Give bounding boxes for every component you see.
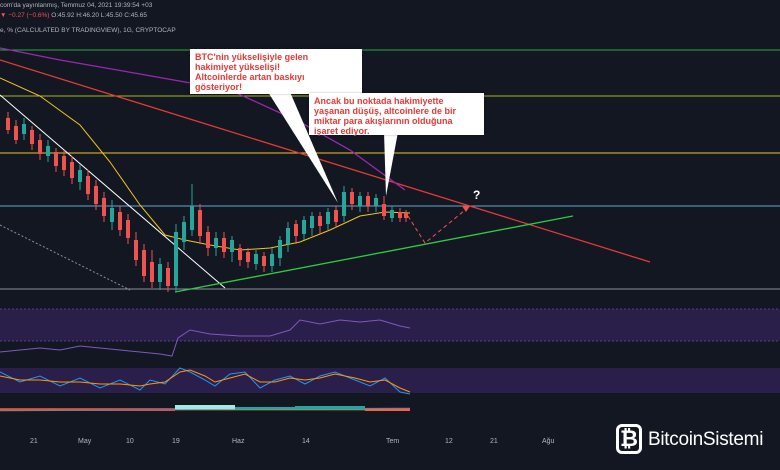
x-axis-label: 10 [126,438,134,445]
x-axis-label: May [78,438,92,445]
callout-line: Ancak bu noktada hakimiyette [314,96,444,106]
publish-text: com'da yayınlanmış, Temmuz 04, 2021 19:3… [0,2,153,9]
callout-line: işaret ediyor. [314,126,370,136]
projection-arrow [462,206,470,212]
x-axis-label: 12 [445,438,453,445]
callout-line: gösteriyor! [195,82,243,92]
x-axis-label: Haz [232,438,245,445]
stoch-band [0,368,780,393]
support-trendline [174,215,574,293]
x-axis-label: 21 [490,438,498,445]
macd-histogram [0,405,410,411]
x-axis-label: 21 [30,438,38,445]
callout-pointer [268,92,338,203]
x-axis-label: 14 [302,438,310,445]
callout-line: yaşanan düşüş, altcoinlere de bir [314,106,457,116]
x-axis-label: Tem [386,438,400,445]
rsi-line [0,319,411,357]
bitcoin-b-icon: ₿ [616,424,642,454]
ohlc-values: O:45.92 H:46.20 L:45.50 C:45.65 [51,12,148,19]
callout-line: hakimiyet yükselişi! [195,62,281,72]
callout-btc-dominance: BTC'nin yükselişiyle gelen hakimiyet yük… [190,49,362,94]
ohlc-info: ▼ −0.27 (−0.6%) O:45.92 H:46.20 L:45.50 … [0,12,147,19]
callout-line: miktar para akışlarının olduğuna [314,116,453,126]
stoch-d [0,369,411,393]
callout-altcoin-flow: Ancak bu noktada hakimiyette yaşanan düş… [309,93,484,136]
chart-header: com'da yayınlanmış, Temmuz 04, 2021 19:3… [0,0,780,40]
rsi-band [0,309,780,341]
down-arrow-icon: ▼ [0,12,7,19]
callout-line: BTC'nin yükselişiyle gelen [195,52,309,62]
logo-text: BitcoinSistemi [648,429,764,450]
projection-path [407,205,471,244]
bitcoinsistemi-logo: ₿ BitcoinSistemi [616,424,776,454]
x-axis-label: 19 [172,438,180,445]
price-change: −0.27 (−0.6%) [8,12,50,19]
downtrend-line [0,94,226,289]
question-mark: ? [473,188,481,202]
symbol-info: e, % (CALCULATED BY TRADINGVIEW), 1G, CR… [0,27,176,34]
x-axis-label: Ağu [542,438,555,445]
callout-pointer [384,132,398,196]
stoch-k [0,367,411,395]
dashed-guide [0,224,131,291]
publish-info: com'da yayınlanmış, Temmuz 04, 2021 19:3… [0,2,152,9]
callout-line: Altcoinlerde artan baskıyı [195,72,305,82]
resistance-trendline [0,59,651,263]
candles [6,112,408,292]
